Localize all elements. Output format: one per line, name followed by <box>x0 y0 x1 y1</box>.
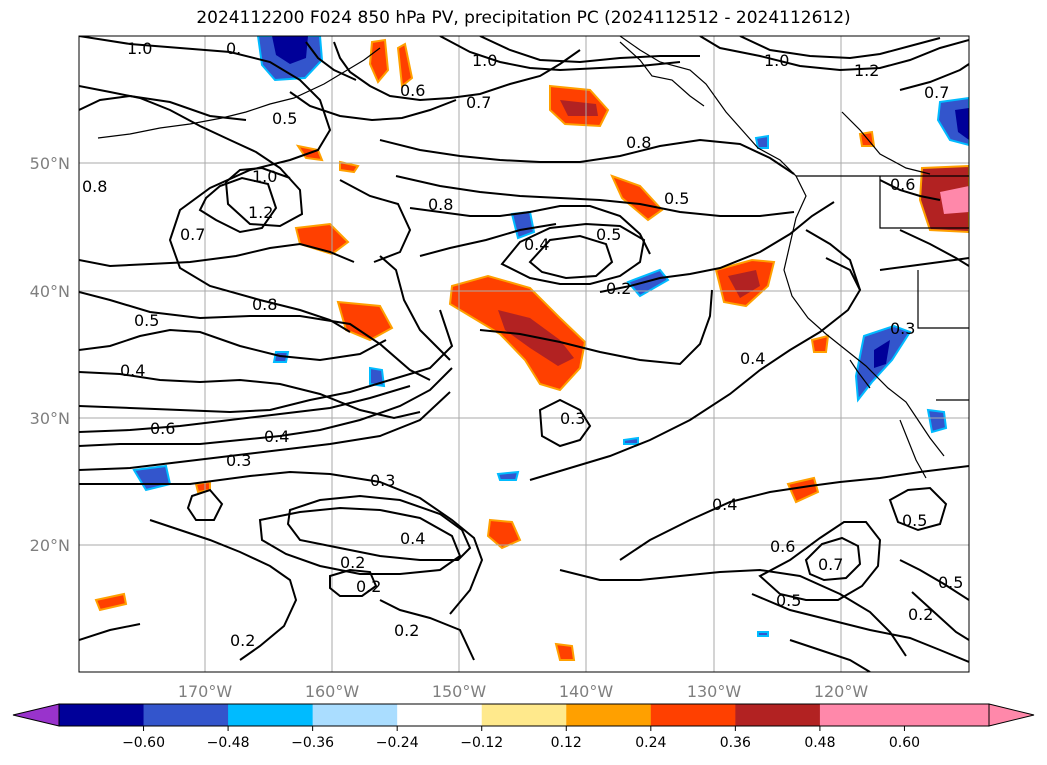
contour-label: 0.4 <box>524 235 549 254</box>
colorbar-segment <box>735 704 821 726</box>
pv-contours <box>79 36 969 672</box>
colorbar-tick-label: −0.60 <box>122 735 165 751</box>
colorbar-tick-label: −0.24 <box>376 735 419 751</box>
colorbar-segment <box>228 704 314 726</box>
contour-label: 1.0 <box>252 167 277 186</box>
colorbar-extend-min <box>12 703 60 727</box>
colorbar-tick-label: −0.36 <box>291 735 334 751</box>
positive-anomaly-blob <box>339 160 360 174</box>
contour-label: 0.5 <box>902 511 927 530</box>
contour-label: 0.2 <box>394 621 419 640</box>
contour-label: 0.8 <box>428 195 453 214</box>
colorbar-tick-label: 0.60 <box>889 735 920 751</box>
lat-label-20n: 20°N <box>30 536 70 555</box>
colorbar-segment <box>481 704 567 726</box>
colorbar-tick-label: 0.12 <box>551 735 582 751</box>
contour-label: 0.7 <box>818 555 843 574</box>
contour-label: 0.3 <box>370 471 395 490</box>
lon-label-120w: 120°W <box>814 682 869 701</box>
contour-label: 0.5 <box>596 225 621 244</box>
contour-label: 1.0 <box>472 51 497 70</box>
contour-label: 1.0 <box>764 51 789 70</box>
lat-label-50n: 50°N <box>30 154 70 173</box>
contour-label: 0.3 <box>560 409 585 428</box>
colorbar-tick-label: 0.24 <box>635 735 666 751</box>
colorbar-segment <box>650 704 736 726</box>
colorbar-segment <box>904 704 990 726</box>
lat-label-40n: 40°N <box>30 282 70 301</box>
colorbar-segment <box>397 704 483 726</box>
positive-anomaly-blob <box>336 300 394 342</box>
contour-label: 0.6 <box>770 537 795 556</box>
contour-label: 0.6 <box>150 419 175 438</box>
map-title: 2024112200 F024 850 hPa PV, precipitatio… <box>196 8 851 28</box>
colorbar-segment <box>566 704 652 726</box>
contour-label: 0.3 <box>890 319 915 338</box>
contour-label: 0.5 <box>938 573 963 592</box>
contour-label: 0.7 <box>924 83 949 102</box>
lon-label-160w: 160°W <box>305 682 360 701</box>
contour-label: 0.4 <box>120 361 145 380</box>
contour-label: 0.4 <box>264 427 289 446</box>
contour-label: 0.4 <box>740 349 765 368</box>
positive-anomaly-blob <box>368 38 390 84</box>
contour-label: 0.8 <box>252 295 277 314</box>
colorbar-tick-label: 0.36 <box>720 735 751 751</box>
colorbar-extend-max <box>988 703 1035 727</box>
map-plot-area: 1.0 0. 0.5 0.6 1.0 0.7 1.0 1.2 0.7 1.0 1… <box>79 36 969 672</box>
positive-anomaly-blob <box>396 42 414 88</box>
contour-label: 0.8 <box>626 133 651 152</box>
contour-label: 1.2 <box>854 61 879 80</box>
contour-label: 0.2 <box>908 605 933 624</box>
contour-label: 0.2 <box>356 577 381 596</box>
lon-label-130w: 130°W <box>687 682 742 701</box>
contour-label: 0.5 <box>134 311 159 330</box>
colorbar-frame <box>58 703 990 727</box>
contour-label: 0.2 <box>606 279 631 298</box>
contour-label: 0.6 <box>890 175 915 194</box>
colorbar-tick-label: 0.48 <box>804 735 835 751</box>
colorbar: −0.60 −0.48 −0.36 −0.24 −0.12 0.12 0.24 0.36 0.4… <box>12 703 1035 751</box>
contour-label: 0.5 <box>776 591 801 610</box>
contour-label: 0.2 <box>340 553 365 572</box>
lon-label-140w: 140°W <box>559 682 614 701</box>
contour-label: 0.7 <box>466 93 491 112</box>
contour-label: 1.2 <box>248 203 273 222</box>
lon-label-150w: 150°W <box>432 682 487 701</box>
colorbar-segment <box>312 704 398 726</box>
colorbar-tick-label: −0.12 <box>460 735 503 751</box>
map-frame <box>78 35 970 673</box>
contour-label: 0.7 <box>180 225 205 244</box>
contour-label: 0.8 <box>82 177 107 196</box>
contour-label: 0.4 <box>712 495 737 514</box>
lon-label-170w: 170°W <box>178 682 233 701</box>
colorbar-tick-label: −0.48 <box>207 735 250 751</box>
lat-label-30n: 30°N <box>30 409 70 428</box>
latitude-labels: 50°N 40°N 30°N 20°N <box>30 154 70 555</box>
positive-anomaly-blob <box>610 174 664 222</box>
colorbar-segment <box>143 704 229 726</box>
contour-label: 0. <box>226 39 241 58</box>
contour-label: 0.6 <box>400 81 425 100</box>
contour-label: 0.4 <box>400 529 425 548</box>
contour-label: 0.5 <box>272 109 297 128</box>
contour-label: 0.2 <box>230 631 255 650</box>
colorbar-segment <box>59 704 145 726</box>
contour-label: 0.5 <box>664 189 689 208</box>
longitude-labels: 170°W 160°W 150°W 140°W 130°W 120°W <box>178 682 869 701</box>
contour-labels: 1.0 0. 0.5 0.6 1.0 0.7 1.0 1.2 0.7 1.0 1… <box>82 39 963 650</box>
contour-label: 0.3 <box>226 451 251 470</box>
colorbar-segment <box>819 704 905 726</box>
contour-label: 1.0 <box>127 39 152 58</box>
